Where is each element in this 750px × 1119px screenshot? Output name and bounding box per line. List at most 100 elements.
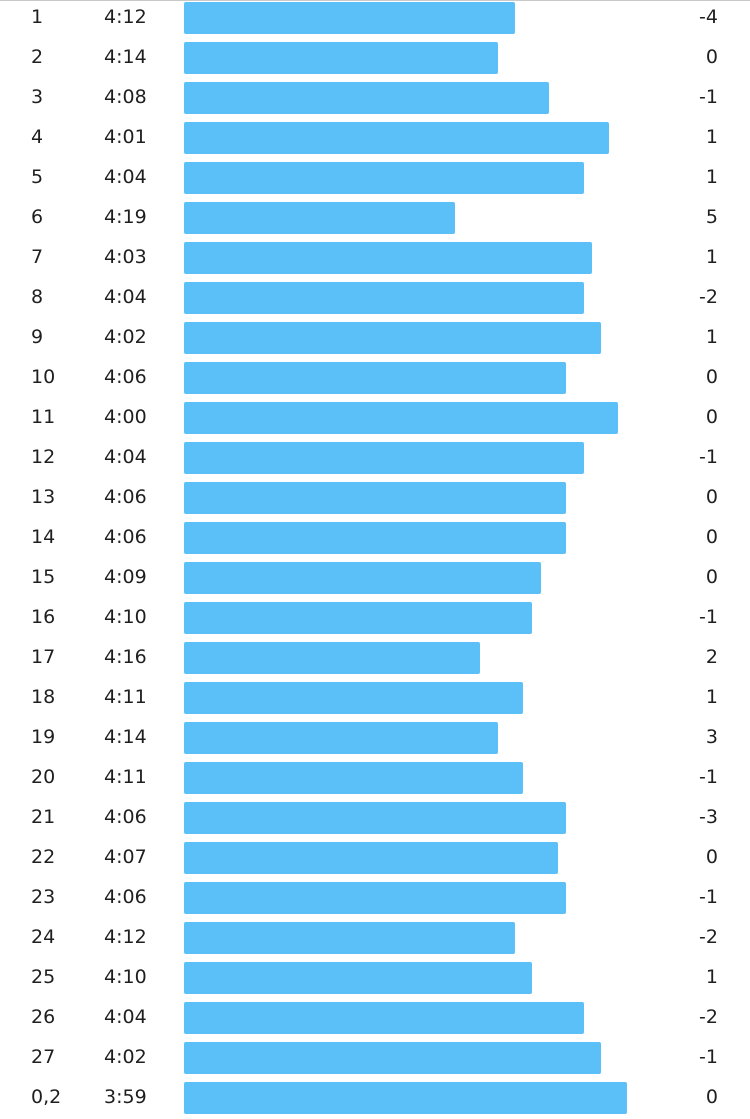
split-pace-label: 4:06	[104, 526, 147, 548]
split-pace-label: 4:09	[104, 566, 147, 588]
split-pace-bar	[184, 922, 515, 954]
split-elevation-label: -1	[699, 606, 718, 628]
split-pace-label: 4:14	[104, 46, 147, 68]
split-km-label: 16	[31, 606, 56, 628]
split-row: 2 4:14 0	[0, 39, 750, 79]
split-pace-label: 4:02	[104, 326, 147, 348]
split-row: 7 4:03 1	[0, 239, 750, 279]
split-pace-label: 4:11	[104, 686, 147, 708]
split-km-label: 19	[31, 726, 56, 748]
split-elevation-label: 1	[705, 126, 718, 148]
split-km-label: 24	[31, 926, 56, 948]
split-km-label: 27	[31, 1046, 56, 1068]
split-pace-bar	[184, 162, 584, 194]
split-elevation-label: 1	[705, 166, 718, 188]
split-km-label: 26	[31, 1006, 56, 1028]
split-row: 12 4:04 -1	[0, 439, 750, 479]
split-pace-label: 4:12	[104, 6, 147, 28]
split-pace-label: 4:16	[104, 646, 147, 668]
split-elevation-label: -2	[699, 926, 718, 948]
split-km-label: 3	[31, 86, 44, 108]
split-km-label: 18	[31, 686, 56, 708]
split-km-label: 7	[31, 246, 44, 268]
split-pace-bar	[184, 42, 498, 74]
split-km-label: 0,2	[31, 1086, 62, 1108]
split-elevation-label: 3	[705, 726, 718, 748]
split-elevation-label: -4	[699, 6, 718, 28]
split-km-label: 21	[31, 806, 56, 828]
split-pace-bar	[184, 762, 523, 794]
split-elevation-label: 0	[705, 406, 718, 428]
split-row: 21 4:06 -3	[0, 799, 750, 839]
split-km-label: 15	[31, 566, 56, 588]
split-elevation-label: -2	[699, 286, 718, 308]
split-pace-bar	[184, 122, 609, 154]
split-pace-label: 4:00	[104, 406, 147, 428]
split-pace-label: 4:14	[104, 726, 147, 748]
split-pace-bar	[184, 1042, 601, 1074]
split-pace-bar	[184, 442, 584, 474]
split-row: 14 4:06 0	[0, 519, 750, 559]
split-pace-label: 3:59	[104, 1086, 147, 1108]
split-elevation-label: 1	[705, 686, 718, 708]
split-pace-bar	[184, 842, 558, 874]
split-pace-bar	[184, 362, 566, 394]
split-km-label: 13	[31, 486, 56, 508]
split-pace-bar	[184, 82, 549, 114]
split-pace-bar	[184, 882, 566, 914]
split-km-label: 22	[31, 846, 56, 868]
split-km-label: 20	[31, 766, 56, 788]
split-row: 1 4:12 -4	[0, 0, 750, 39]
split-pace-label: 4:07	[104, 846, 147, 868]
split-pace-bar	[184, 522, 566, 554]
split-elevation-label: 2	[705, 646, 718, 668]
split-pace-label: 4:08	[104, 86, 147, 108]
split-km-label: 8	[31, 286, 44, 308]
split-pace-label: 4:06	[104, 886, 147, 908]
split-row: 25 4:10 1	[0, 959, 750, 999]
split-elevation-label: -1	[699, 766, 718, 788]
split-km-label: 6	[31, 206, 44, 228]
split-pace-label: 4:11	[104, 766, 147, 788]
split-pace-bar	[184, 1002, 584, 1034]
split-km-label: 14	[31, 526, 56, 548]
split-elevation-label: 0	[705, 486, 718, 508]
split-km-label: 5	[31, 166, 44, 188]
split-pace-label: 4:12	[104, 926, 147, 948]
split-pace-bar	[184, 1082, 627, 1114]
split-pace-label: 4:06	[104, 486, 147, 508]
split-row: 23 4:06 -1	[0, 879, 750, 919]
split-elevation-label: 0	[705, 46, 718, 68]
split-row: 27 4:02 -1	[0, 1039, 750, 1079]
split-elevation-label: -1	[699, 446, 718, 468]
split-pace-label: 4:10	[104, 606, 147, 628]
split-row: 4 4:01 1	[0, 119, 750, 159]
split-elevation-label: -2	[699, 1006, 718, 1028]
split-pace-label: 4:04	[104, 446, 147, 468]
split-elevation-label: -1	[699, 886, 718, 908]
split-elevation-label: -1	[699, 1046, 718, 1068]
split-pace-bar	[184, 202, 455, 234]
split-pace-bar	[184, 602, 532, 634]
split-row: 24 4:12 -2	[0, 919, 750, 959]
split-km-label: 9	[31, 326, 44, 348]
split-pace-label: 4:04	[104, 1006, 147, 1028]
split-row: 22 4:07 0	[0, 839, 750, 879]
split-row: 26 4:04 -2	[0, 999, 750, 1039]
split-pace-label: 4:04	[104, 286, 147, 308]
split-elevation-label: 0	[705, 526, 718, 548]
split-elevation-label: 0	[705, 846, 718, 868]
split-elevation-label: -3	[699, 806, 718, 828]
split-pace-bar	[184, 722, 498, 754]
split-row: 19 4:14 3	[0, 719, 750, 759]
split-pace-label: 4:04	[104, 166, 147, 188]
split-row: 0,2 3:59 0	[0, 1079, 750, 1119]
split-pace-bar	[184, 282, 584, 314]
split-row: 17 4:16 2	[0, 639, 750, 679]
split-row: 18 4:11 1	[0, 679, 750, 719]
split-pace-label: 4:06	[104, 366, 147, 388]
split-km-label: 2	[31, 46, 44, 68]
split-pace-bar	[184, 802, 566, 834]
split-pace-label: 4:06	[104, 806, 147, 828]
